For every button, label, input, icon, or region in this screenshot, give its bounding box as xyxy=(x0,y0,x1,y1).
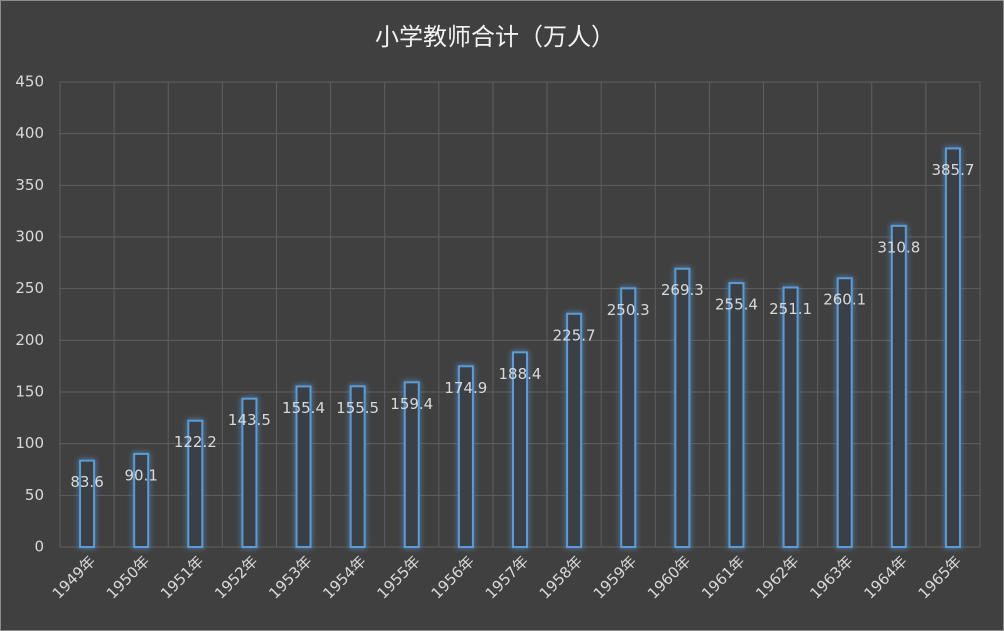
data-label: 188.4 xyxy=(499,365,542,383)
bar xyxy=(187,419,204,548)
data-label: 385.7 xyxy=(931,161,974,179)
y-tick-label: 150 xyxy=(15,383,44,401)
y-tick-label: 100 xyxy=(15,434,44,452)
bar xyxy=(836,277,853,548)
data-label: 225.7 xyxy=(553,326,596,344)
bar xyxy=(349,385,366,549)
bar xyxy=(566,312,583,548)
bar xyxy=(944,147,961,548)
y-tick-label: 350 xyxy=(15,176,44,194)
data-label: 255.4 xyxy=(715,296,758,314)
bar xyxy=(403,381,420,548)
data-label: 155.5 xyxy=(336,399,379,417)
y-tick-label: 300 xyxy=(15,228,44,246)
data-label: 269.3 xyxy=(661,281,704,299)
y-tick-label: 450 xyxy=(15,73,44,91)
bar xyxy=(295,385,312,549)
bar xyxy=(241,397,258,549)
data-label: 260.1 xyxy=(823,291,866,309)
data-label: 83.6 xyxy=(70,473,103,491)
data-label: 143.5 xyxy=(228,411,271,429)
chart-title: 小学教师合计（万人） xyxy=(375,23,615,51)
data-label: 174.9 xyxy=(444,379,487,397)
y-tick-label: 0 xyxy=(34,538,44,556)
bar xyxy=(133,452,150,548)
data-label: 250.3 xyxy=(607,301,650,319)
y-tick-label: 250 xyxy=(15,279,44,297)
y-tick-label: 200 xyxy=(15,331,44,349)
bar xyxy=(728,282,745,548)
y-tick-label: 50 xyxy=(25,486,44,504)
data-label: 159.4 xyxy=(390,395,433,413)
bar xyxy=(890,224,907,548)
data-label: 90.1 xyxy=(124,466,157,484)
bar xyxy=(512,351,528,548)
data-label: 251.1 xyxy=(769,300,812,318)
bar xyxy=(79,459,96,549)
data-label: 122.2 xyxy=(174,433,217,451)
bar xyxy=(782,286,799,548)
data-label: 155.4 xyxy=(282,399,325,417)
bar xyxy=(674,267,691,548)
y-tick-label: 400 xyxy=(15,124,44,142)
bar xyxy=(620,287,637,548)
data-label: 310.8 xyxy=(877,238,920,256)
bar xyxy=(457,365,474,548)
